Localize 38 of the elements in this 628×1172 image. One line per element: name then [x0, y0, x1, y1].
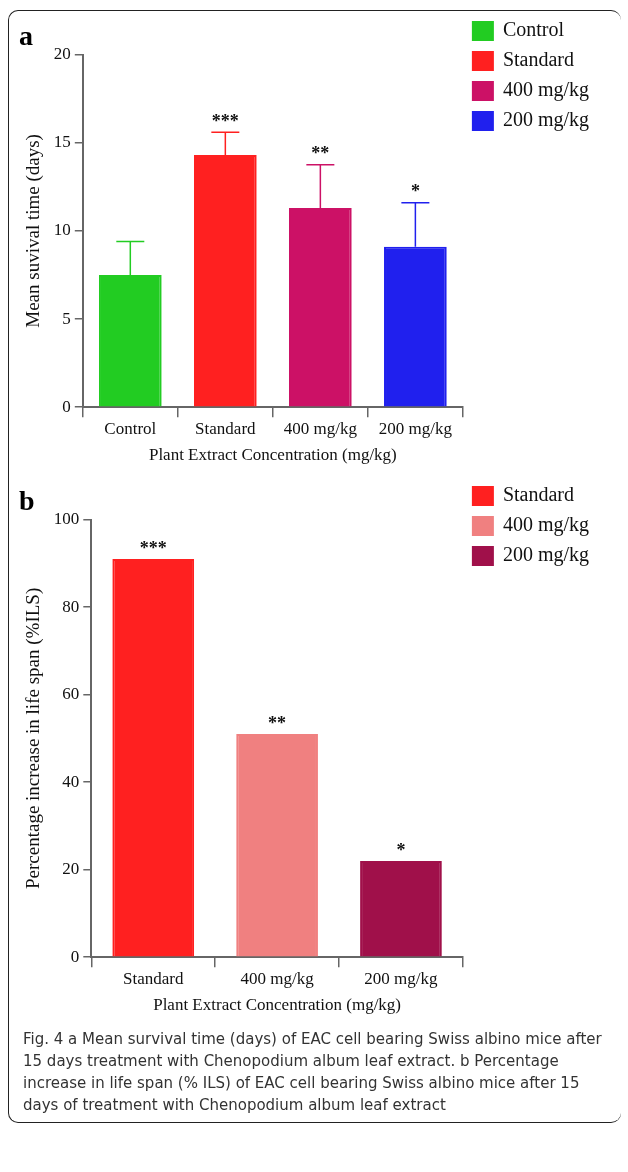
y-tick-label: 40 [62, 771, 80, 791]
x-axis-title: Plant Extract Concentration (mg/kg) [148, 445, 397, 465]
chart-title: b [19, 485, 35, 517]
x-tick-label: 400 mg/kg [283, 418, 358, 438]
x-axis-title: Plant Extract Concentration (mg/kg) [153, 995, 402, 1015]
legend-label: Control [502, 18, 565, 41]
x-tick-label: Control [104, 418, 157, 438]
y-tick-label: 100 [53, 509, 80, 529]
legend-label: 200 mg/kg [502, 108, 590, 132]
y-tick-label: 15 [53, 132, 71, 152]
y-tick-label: 20 [62, 859, 80, 879]
chart-title: a [19, 20, 33, 52]
y-axis-title: Mean suvival time (days) [22, 134, 45, 328]
x-tick-label: 400 mg/kg [240, 968, 315, 988]
annotation: *** [211, 110, 239, 131]
caption: Fig. 4 a Mean survival time (days) of EAC cell bearing Swiss albino mice after 15 days treatment with Chenopodium album leaf extract. b Percentage increase in life span (% ILS) of EAC cell bearing Swiss albino mice after 15 days of treatment with Chenopodium album leaf extract [22, 1029, 603, 1116]
y-tick-label: 20 [53, 44, 71, 64]
legend-label: 400 mg/kg [502, 513, 590, 537]
x-tick-label: 200 mg/kg [378, 418, 453, 438]
y-tick-label: 80 [62, 596, 80, 616]
x-tick-label: 200 mg/kg [364, 968, 439, 988]
x-tick-label: Standard [195, 418, 257, 438]
y-tick-label: 10 [53, 220, 71, 240]
y-tick-label: 0 [62, 396, 71, 416]
annotation: ** [311, 143, 330, 164]
y-tick-label: 5 [62, 308, 71, 328]
y-tick-label: 60 [62, 684, 80, 704]
x-tick-label: Standard [123, 968, 184, 988]
annotation: *** [139, 537, 167, 558]
y-tick-label: 0 [70, 946, 80, 966]
legend-label: Standard [502, 48, 574, 71]
legend-label: 400 mg/kg [502, 78, 590, 102]
annotation: ** [268, 712, 287, 733]
y-axis-title: Percentage increase in life span (%ILS) [22, 587, 45, 890]
legend-label: 200 mg/kg [502, 543, 590, 567]
annotation: * [410, 181, 420, 202]
legend-label: Standard [502, 483, 574, 506]
annotation: * [396, 839, 406, 860]
